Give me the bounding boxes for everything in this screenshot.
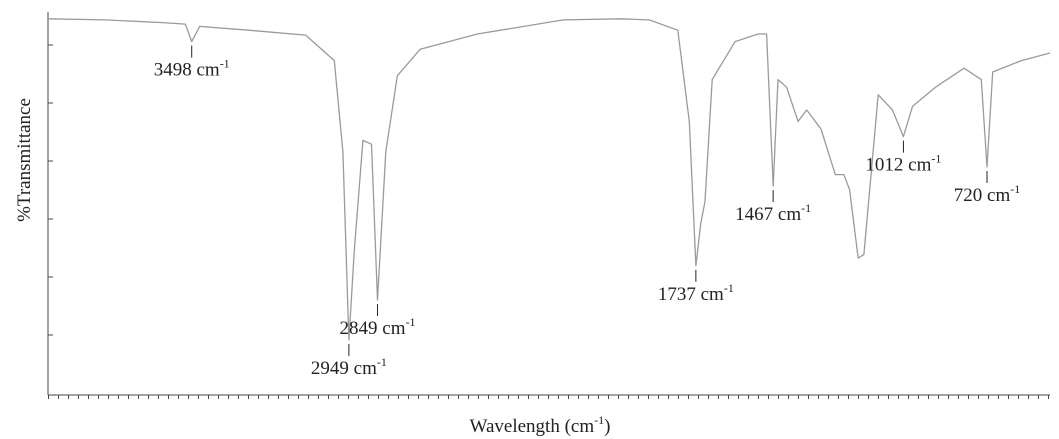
annotation-label: 2949 cm-1 <box>311 355 387 379</box>
x-axis-label-tail: ) <box>604 416 610 437</box>
y-axis-label: %Transmittance <box>14 98 35 222</box>
annotation-text: 1737 cm <box>658 284 724 305</box>
annotation-label: 1012 cm-1 <box>865 152 941 176</box>
annotation-label: 1737 cm-1 <box>658 281 734 305</box>
annotation-sup: -1 <box>724 281 734 295</box>
annotation-label: 720 cm-1 <box>954 182 1020 206</box>
annotation-text: 1467 cm <box>735 204 801 225</box>
spectrum-line <box>47 18 1051 341</box>
annotation-label: 2849 cm-1 <box>340 315 416 339</box>
y-axis-ticks <box>48 44 53 336</box>
x-axis-label: Wavelength (cm-1) <box>470 413 611 437</box>
x-axis-ticks <box>48 393 1050 401</box>
annotation-sup: -1 <box>931 152 941 166</box>
annotation-label: 3498 cm-1 <box>154 57 230 81</box>
annotation-sup: -1 <box>405 315 415 329</box>
annotation-sup: -1 <box>801 201 811 215</box>
x-axis-label-text: Wavelength (cm <box>470 416 595 437</box>
annotation-sup: -1 <box>220 57 230 71</box>
x-axis-label-sup: -1 <box>594 413 604 427</box>
annotation-text: 2949 cm <box>311 358 377 379</box>
annotation-sup: -1 <box>377 355 387 369</box>
annotation-text: 3498 cm <box>154 60 220 81</box>
annotation-sup: -1 <box>1010 182 1020 196</box>
annotation-text: 2849 cm <box>340 318 406 339</box>
annotation-label: 1467 cm-1 <box>735 201 811 225</box>
annotation-text: 1012 cm <box>865 155 931 176</box>
annotation-text: 720 cm <box>954 185 1011 206</box>
